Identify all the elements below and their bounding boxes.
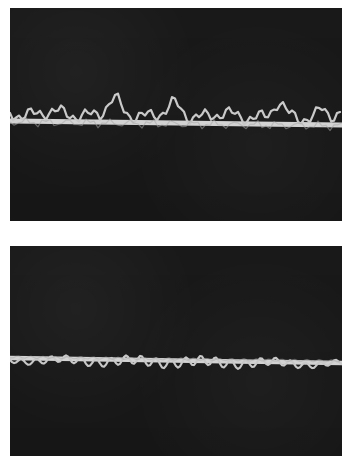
- oscilloscope-trace-top: [10, 8, 342, 221]
- bottom-trace-svg: [10, 246, 342, 456]
- top-signal-trace-ghost: [10, 117, 342, 132]
- top-trace-background: [10, 8, 342, 221]
- oscilloscope-trace-bottom: [10, 246, 342, 456]
- bottom-trace-background: [10, 246, 342, 456]
- top-trace-svg: [10, 8, 342, 221]
- top-signal-trace: [10, 92, 342, 126]
- bottom-signal-trace-ghost: [10, 355, 341, 363]
- bottom-signal-trace: [10, 354, 342, 370]
